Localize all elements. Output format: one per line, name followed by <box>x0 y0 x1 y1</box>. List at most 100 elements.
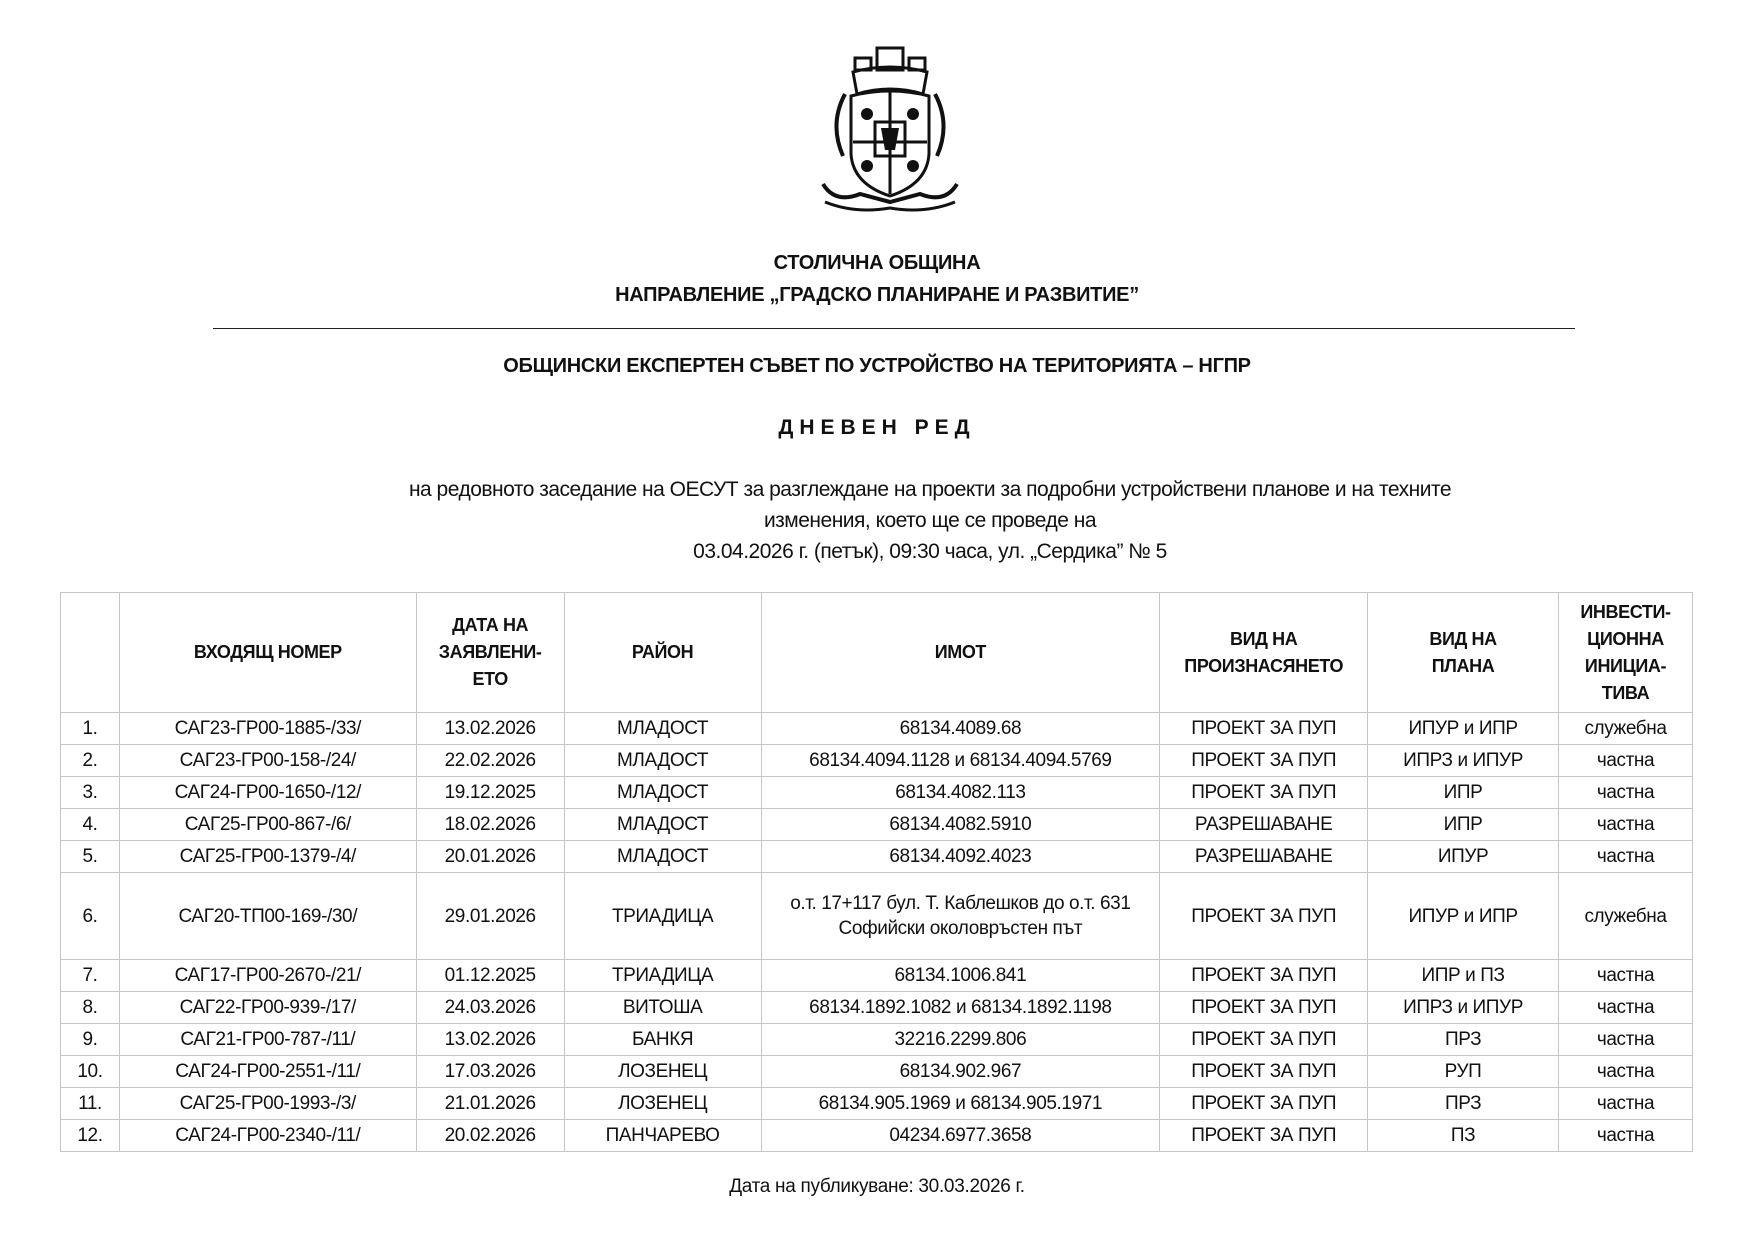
cell-property: 68134.1006.841 <box>760 959 1161 992</box>
cell-number: 4. <box>60 808 120 841</box>
cell-property: 68134.4089.68 <box>760 712 1161 745</box>
publication-date: Дата на публикуване: 30.03.2026 г. <box>729 1176 1025 1197</box>
cell-plan-type: РУП <box>1367 1055 1559 1088</box>
cell-application-date: 01.12.2025 <box>415 959 565 992</box>
cell-incoming-number: САГ20-ТП00-169-/30/ <box>118 872 417 960</box>
column-header-number <box>60 592 120 713</box>
cell-plan-type: ИПР <box>1367 776 1559 809</box>
cell-number: 8. <box>60 991 120 1024</box>
cell-application-date: 21.01.2026 <box>415 1087 565 1120</box>
cell-incoming-number: САГ23-ГР00-1885-/33/ <box>118 712 417 745</box>
table-row: 9. САГ21-ГР00-787-/11/13.02.2026 БАНКЯ 3221… <box>60 1023 1694 1056</box>
agenda-title: ДНЕВЕН РЕД <box>778 416 976 439</box>
cell-number: 5. <box>60 840 120 873</box>
cell-plan-type: ПЗ <box>1367 1119 1559 1152</box>
cell-decision-type: РАЗРЕШАВАНЕ <box>1159 840 1369 873</box>
table-header-row: ВХОДЯЩ НОМЕР ДАТА НА ЗАЯВЛЕНИ- ЕТО РАЙОН ИМОТ… <box>60 592 1694 713</box>
cell-district: ЛОЗЕНЕЦ <box>563 1087 762 1120</box>
cell-initiative: частна <box>1557 1087 1694 1120</box>
cell-application-date: 29.01.2026 <box>415 872 565 960</box>
cell-property: 68134.1892.1082 и 68134.1892.1198 <box>760 991 1161 1024</box>
cell-application-date: 18.02.2026 <box>415 808 565 841</box>
cell-plan-type: ИПР <box>1367 808 1559 841</box>
cell-number: 9. <box>60 1023 120 1056</box>
cell-property: 68134.4082.113 <box>760 776 1161 809</box>
cell-district: ВИТОША <box>563 991 762 1024</box>
header-divider <box>213 328 1575 329</box>
cell-application-date: 13.02.2026 <box>415 712 565 745</box>
cell-property: 68134.4094.1128 и 68134.4094.5769 <box>760 744 1161 777</box>
cell-application-date: 24.03.2026 <box>415 991 565 1024</box>
cell-district: ТРИАДИЦА <box>563 959 762 992</box>
column-header-application-date: ДАТА НА ЗАЯВЛЕНИ- ЕТО <box>415 592 565 713</box>
cell-plan-type: ПРЗ <box>1367 1087 1559 1120</box>
intro-line-2: изменения, което ще се проведе на <box>763 509 1097 532</box>
table-row: 3. САГ24-ГР00-1650-/12/19.12.2025 МЛАДОСТ 6… <box>60 776 1694 809</box>
column-header-incoming-number: ВХОДЯЩ НОМЕР <box>118 592 417 713</box>
cell-decision-type: ПРОЕКТ ЗА ПУП <box>1159 872 1369 960</box>
cell-application-date: 19.12.2025 <box>415 776 565 809</box>
cell-property: 68134.902.967 <box>760 1055 1161 1088</box>
sofia-coat-of-arms-logo <box>821 46 959 212</box>
cell-district: МЛАДОСТ <box>563 712 762 745</box>
table-row: 11. САГ25-ГР00-1993-/3/21.01.2026 ЛОЗЕНЕЦ 6… <box>60 1087 1694 1120</box>
cell-property: 04234.6977.3658 <box>760 1119 1161 1152</box>
cell-number: 7. <box>60 959 120 992</box>
cell-property: 68134.905.1969 и 68134.905.1971 <box>760 1087 1161 1120</box>
intro-line-3: 03.04.2026 г. (петък), 09:30 часа, ул. „… <box>693 540 1167 563</box>
column-header-property: ИМОТ <box>760 592 1161 713</box>
cell-incoming-number: САГ25-ГР00-1379-/4/ <box>118 840 417 873</box>
department-name: НАПРАВЛЕНИЕ „ГРАДСКО ПЛАНИРАНЕ И РАЗВИТИ… <box>615 284 1139 306</box>
cell-decision-type: ПРОЕКТ ЗА ПУП <box>1159 959 1369 992</box>
cell-plan-type: ПРЗ <box>1367 1023 1559 1056</box>
cell-incoming-number: САГ17-ГР00-2670-/21/ <box>118 959 417 992</box>
cell-district: ПАНЧАРЕВО <box>563 1119 762 1152</box>
cell-decision-type: ПРОЕКТ ЗА ПУП <box>1159 991 1369 1024</box>
table-row: 8. САГ22-ГР00-939-/17/24.03.2026 ВИТОША 681… <box>60 991 1694 1024</box>
cell-plan-type: ИПРЗ и ИПУР <box>1367 744 1559 777</box>
cell-incoming-number: САГ25-ГР00-1993-/3/ <box>118 1087 417 1120</box>
cell-initiative: частна <box>1557 959 1694 992</box>
cell-number: 3. <box>60 776 120 809</box>
cell-initiative: частна <box>1557 808 1694 841</box>
cell-plan-type: ИПУР <box>1367 840 1559 873</box>
cell-plan-type: ИПУР и ИПР <box>1367 872 1559 960</box>
table-row: 6. САГ20-ТП00-169-/30/29.01.2026 ТРИАДИЦА о… <box>60 872 1694 960</box>
column-header-initiative: ИНВЕСТИ- ЦИОННА ИНИЦИА- ТИВА <box>1557 592 1694 713</box>
cell-initiative: частна <box>1557 1023 1694 1056</box>
cell-decision-type: ПРОЕКТ ЗА ПУП <box>1159 744 1369 777</box>
cell-district: ТРИАДИЦА <box>563 872 762 960</box>
table-row: 10. САГ24-ГР00-2551-/11/17.03.2026 ЛОЗЕНЕЦ… <box>60 1055 1694 1088</box>
cell-initiative: частна <box>1557 840 1694 873</box>
cell-incoming-number: САГ24-ГР00-2551-/11/ <box>118 1055 417 1088</box>
cell-plan-type: ИПРЗ и ИПУР <box>1367 991 1559 1024</box>
cell-plan-type: ИПУР и ИПР <box>1367 712 1559 745</box>
cell-decision-type: РАЗРЕШАВАНЕ <box>1159 808 1369 841</box>
cell-decision-type: ПРОЕКТ ЗА ПУП <box>1159 1119 1369 1152</box>
cell-number: 2. <box>60 744 120 777</box>
cell-property: 68134.4082.5910 <box>760 808 1161 841</box>
cell-initiative: частна <box>1557 1119 1694 1152</box>
cell-initiative: частна <box>1557 744 1694 777</box>
cell-decision-type: ПРОЕКТ ЗА ПУП <box>1159 1023 1369 1056</box>
table-row: 7. САГ17-ГР00-2670-/21/01.12.2025 ТРИАДИЦА… <box>60 959 1694 992</box>
cell-plan-type: ИПР и ПЗ <box>1367 959 1559 992</box>
cell-decision-type: ПРОЕКТ ЗА ПУП <box>1159 1087 1369 1120</box>
cell-application-date: 22.02.2026 <box>415 744 565 777</box>
column-header-plan-type: ВИД НА ПЛАНА <box>1367 592 1559 713</box>
table-row: 5. САГ25-ГР00-1379-/4/20.01.2026 МЛАДОСТ 68… <box>60 840 1694 873</box>
cell-decision-type: ПРОЕКТ ЗА ПУП <box>1159 712 1369 745</box>
cell-initiative: частна <box>1557 1055 1694 1088</box>
cell-incoming-number: САГ23-ГР00-158-/24/ <box>118 744 417 777</box>
cell-application-date: 17.03.2026 <box>415 1055 565 1088</box>
cell-initiative: служебна <box>1557 712 1694 745</box>
council-title: ОБЩИНСКИ ЕКСПЕРТЕН СЪВЕТ ПО УСТРОЙСТВО Н… <box>503 355 1251 377</box>
cell-incoming-number: САГ24-ГР00-2340-/11/ <box>118 1119 417 1152</box>
cell-property: о.т. 17+117 бул. Т. Каблешков до о.т. 63… <box>760 872 1161 960</box>
agenda-table: ВХОДЯЩ НОМЕР ДАТА НА ЗАЯВЛЕНИ- ЕТО РАЙОН ИМОТ… <box>60 592 1694 1152</box>
cell-application-date: 20.01.2026 <box>415 840 565 873</box>
column-header-decision-type: ВИД НА ПРОИЗНАСЯНЕТО <box>1159 592 1369 713</box>
cell-property: 68134.4092.4023 <box>760 840 1161 873</box>
cell-number: 1. <box>60 712 120 745</box>
organization-name: СТОЛИЧНА ОБЩИНА <box>773 252 981 274</box>
